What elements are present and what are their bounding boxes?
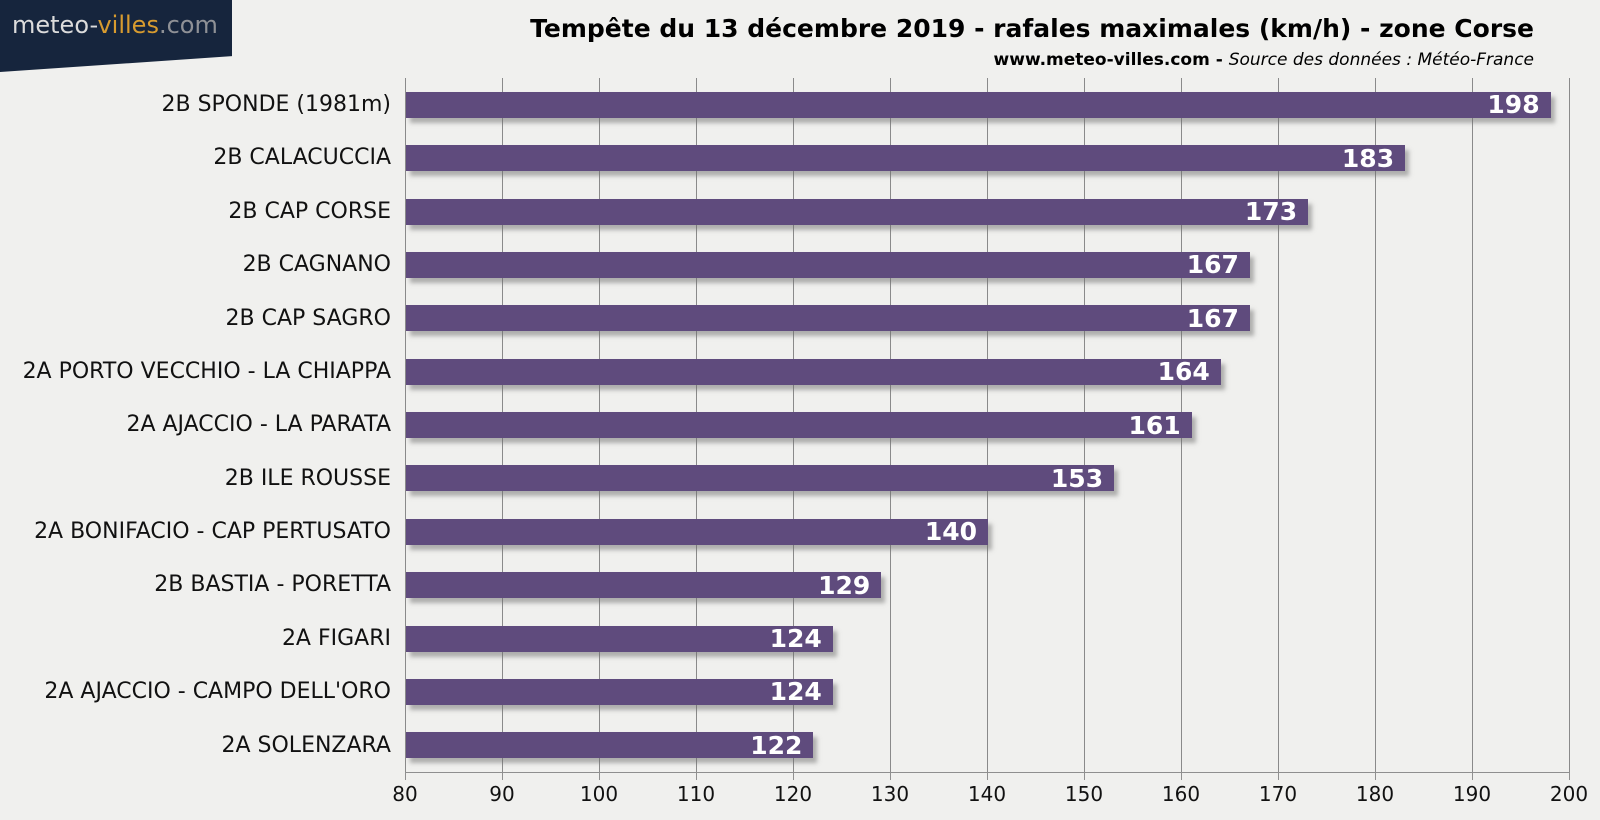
- x-axis-tick-80: [405, 772, 406, 780]
- subtitle-website: www.meteo-villes.com: [993, 50, 1210, 70]
- bar-value-label: 164: [1157, 357, 1210, 387]
- category-label: 2A FIGARI: [281, 625, 391, 651]
- x-axis-tick-90: [502, 772, 503, 780]
- x-axis-label-170: 170: [1258, 782, 1298, 806]
- category-label: 2B CAP SAGRO: [225, 305, 391, 331]
- logo-part-villes: villes: [97, 11, 159, 39]
- bar-value-label: 167: [1186, 250, 1239, 280]
- x-axis-tick-200: [1569, 772, 1570, 780]
- bar: 140: [406, 517, 988, 547]
- logo-text: meteo-villes.com: [12, 11, 218, 39]
- bar: 164: [406, 357, 1221, 387]
- bar: 153: [406, 463, 1115, 493]
- bar-value-label: 198: [1487, 90, 1540, 120]
- category-label: 2A AJACCIO - CAMPO DELL'ORO: [44, 679, 391, 705]
- category-label: 2A SOLENZARA: [221, 732, 391, 758]
- bar-value-label: 161: [1128, 410, 1181, 440]
- x-axis-label-200: 200: [1549, 782, 1589, 806]
- logo-part-meteo: meteo-: [12, 11, 98, 39]
- category-label: 2A PORTO VECCHIO - LA CHIAPPA: [22, 358, 391, 384]
- x-axis-tick-130: [890, 772, 891, 780]
- bar-value-label: 183: [1341, 143, 1395, 173]
- bar: 124: [406, 624, 833, 653]
- category-label: 2B ILE ROUSSE: [224, 465, 391, 491]
- bar: 122: [406, 730, 814, 760]
- chart-title: Tempête du 13 décembre 2019 - rafales ma…: [530, 14, 1534, 43]
- bar-value-label: 122: [750, 730, 803, 760]
- bar: 129: [406, 570, 882, 600]
- x-axis-label-130: 130: [870, 782, 910, 806]
- x-axis-tick-100: [599, 772, 600, 780]
- bar-value-label: 167: [1186, 303, 1239, 333]
- x-axis-tick-160: [1181, 772, 1182, 780]
- x-axis-label-140: 140: [967, 782, 1007, 806]
- bar: 167: [406, 303, 1250, 333]
- x-axis-label-90: 90: [489, 782, 515, 806]
- category-label: 2B SPONDE (1981m): [161, 92, 391, 117]
- bar-value-label: 124: [769, 677, 822, 707]
- bar: 161: [406, 412, 1192, 438]
- meteo-villes-logo: meteo-villes.com: [0, 0, 232, 72]
- x-axis-tick-180: [1375, 772, 1376, 780]
- gridline-80: [405, 78, 406, 772]
- bar: 183: [406, 143, 1406, 173]
- chart-subtitle: www.meteo-villes.com - Source des donnée…: [530, 50, 1534, 70]
- bar: 173: [406, 197, 1309, 226]
- x-axis-tick-120: [793, 772, 794, 780]
- x-axis-label-160: 160: [1161, 782, 1201, 806]
- gridline-180: [1375, 78, 1376, 772]
- x-axis-label-180: 180: [1355, 782, 1395, 806]
- chart-header: Tempête du 13 décembre 2019 - rafales ma…: [530, 14, 1534, 70]
- bar: 124: [406, 677, 833, 707]
- bar-value-label: 124: [769, 624, 822, 653]
- x-axis-label-100: 100: [579, 782, 619, 806]
- bar-value-label: 153: [1050, 463, 1104, 493]
- x-axis-tick-190: [1472, 772, 1473, 780]
- bar-value-label: 140: [924, 517, 977, 547]
- gridline-190: [1472, 78, 1473, 772]
- subtitle-data-source: Source des données : Météo-France: [1228, 50, 1534, 70]
- bar: 198: [406, 90, 1551, 120]
- logo-part-com: .com: [158, 11, 218, 39]
- category-label: 2B BASTIA - PORETTA: [154, 572, 391, 598]
- bar-value-label: 129: [818, 570, 871, 600]
- x-axis-tick-110: [696, 772, 697, 780]
- category-label: 2B CALACUCCIA: [213, 145, 391, 171]
- x-axis-label-120: 120: [773, 782, 813, 806]
- x-axis-tick-150: [1084, 772, 1085, 780]
- bar: 167: [406, 250, 1250, 280]
- x-axis-label-150: 150: [1064, 782, 1104, 806]
- subtitle-separator: -: [1209, 50, 1229, 70]
- x-axis-tick-170: [1278, 772, 1279, 780]
- bar-value-label: 173: [1244, 197, 1298, 226]
- x-axis-label-110: 110: [676, 782, 716, 806]
- category-label: 2A AJACCIO - LA PARATA: [126, 412, 391, 438]
- gridline-170: [1278, 78, 1279, 772]
- x-axis-tick-140: [987, 772, 988, 780]
- x-axis-label-190: 190: [1452, 782, 1492, 806]
- gridline-200: [1569, 78, 1570, 772]
- category-label: 2B CAGNANO: [242, 252, 391, 278]
- x-axis-label-80: 80: [392, 782, 418, 806]
- category-label: 2A BONIFACIO - CAP PERTUSATO: [34, 519, 391, 545]
- category-label: 2B CAP CORSE: [228, 198, 391, 224]
